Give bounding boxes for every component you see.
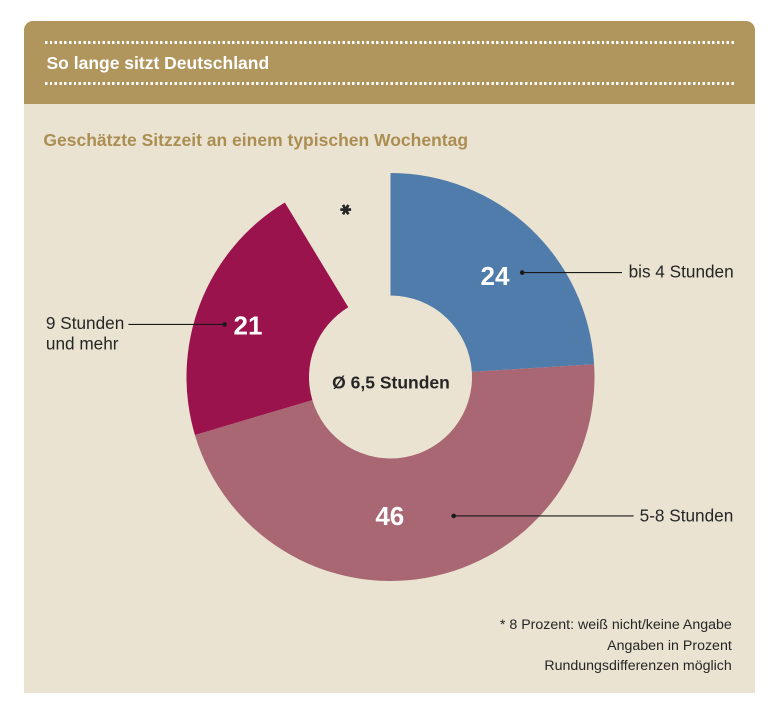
svg-text:und mehr: und mehr — [46, 334, 119, 354]
svg-text:9 Stunden: 9 Stunden — [46, 313, 124, 333]
svg-text:Angaben in Prozent: Angaben in Prozent — [607, 638, 732, 654]
svg-text:bis 4 Stunden: bis 4 Stunden — [629, 261, 734, 281]
svg-text:Ø 6,5 Stunden: Ø 6,5 Stunden — [332, 373, 450, 393]
svg-text:5-8 Stunden: 5-8 Stunden — [640, 506, 734, 526]
svg-text:24: 24 — [481, 261, 510, 291]
svg-text:46: 46 — [375, 501, 404, 531]
svg-text:* 8 Prozent: weiß nicht/keine: * 8 Prozent: weiß nicht/keine Angabe — [500, 617, 732, 633]
svg-text:21: 21 — [234, 311, 263, 341]
svg-text:Rundungsdifferenzen möglich: Rundungsdifferenzen möglich — [544, 658, 731, 674]
